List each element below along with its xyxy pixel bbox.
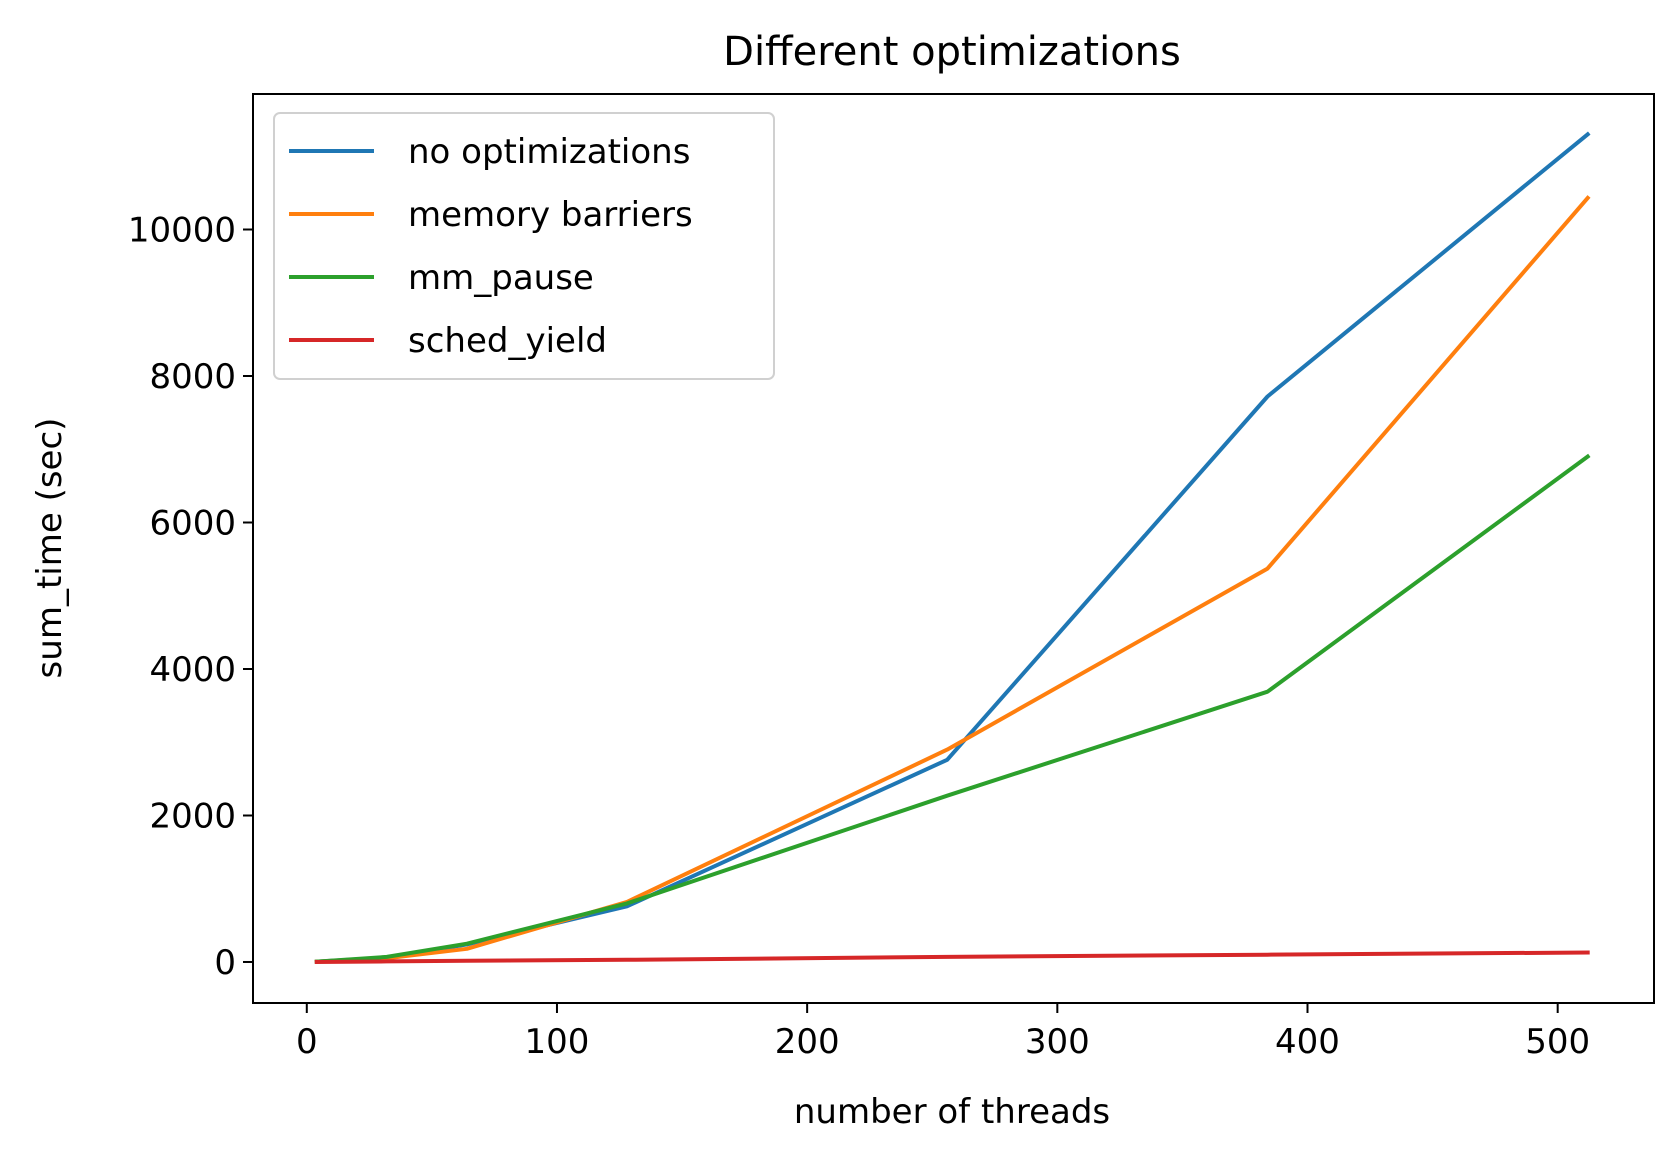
y-axis-label: sum_time (sec) <box>30 418 70 679</box>
chart-title: Different optimizations <box>723 29 1181 75</box>
x-tick-label: 300 <box>1025 1022 1090 1062</box>
legend-label: sched_yield <box>408 321 607 361</box>
x-axis: 0 100 200 300 400 500 <box>296 1003 1590 1062</box>
x-tick-label: 0 <box>296 1022 318 1062</box>
y-tick-label: 0 <box>214 943 236 983</box>
x-tick-label: 500 <box>1525 1022 1590 1062</box>
y-tick-label: 4000 <box>149 650 236 690</box>
y-tick-label: 6000 <box>149 503 236 543</box>
legend: no optimizations memory barriers mm_pauses… <box>273 112 775 380</box>
y-tick-label: 10000 <box>128 211 236 251</box>
y-tick-label: 2000 <box>149 796 236 836</box>
x-tick-label: 400 <box>1275 1022 1340 1062</box>
y-tick-label: 8000 <box>149 357 236 397</box>
legend-label: memory barriers <box>408 195 693 235</box>
x-tick-label: 200 <box>775 1022 840 1062</box>
series-line <box>314 950 1590 965</box>
y-axis: 0 2000 4000 6000 8000 10000 <box>128 211 253 983</box>
x-axis-label: number of threads <box>794 1092 1110 1132</box>
legend-label: mm_pause <box>408 258 594 298</box>
plot-area <box>314 131 1591 965</box>
x-tick-label: 100 <box>525 1022 590 1062</box>
legend-box <box>273 112 775 380</box>
legend-label: no optimizations <box>408 132 690 172</box>
axes-frame <box>252 93 1655 1004</box>
series-line <box>314 453 1591 964</box>
